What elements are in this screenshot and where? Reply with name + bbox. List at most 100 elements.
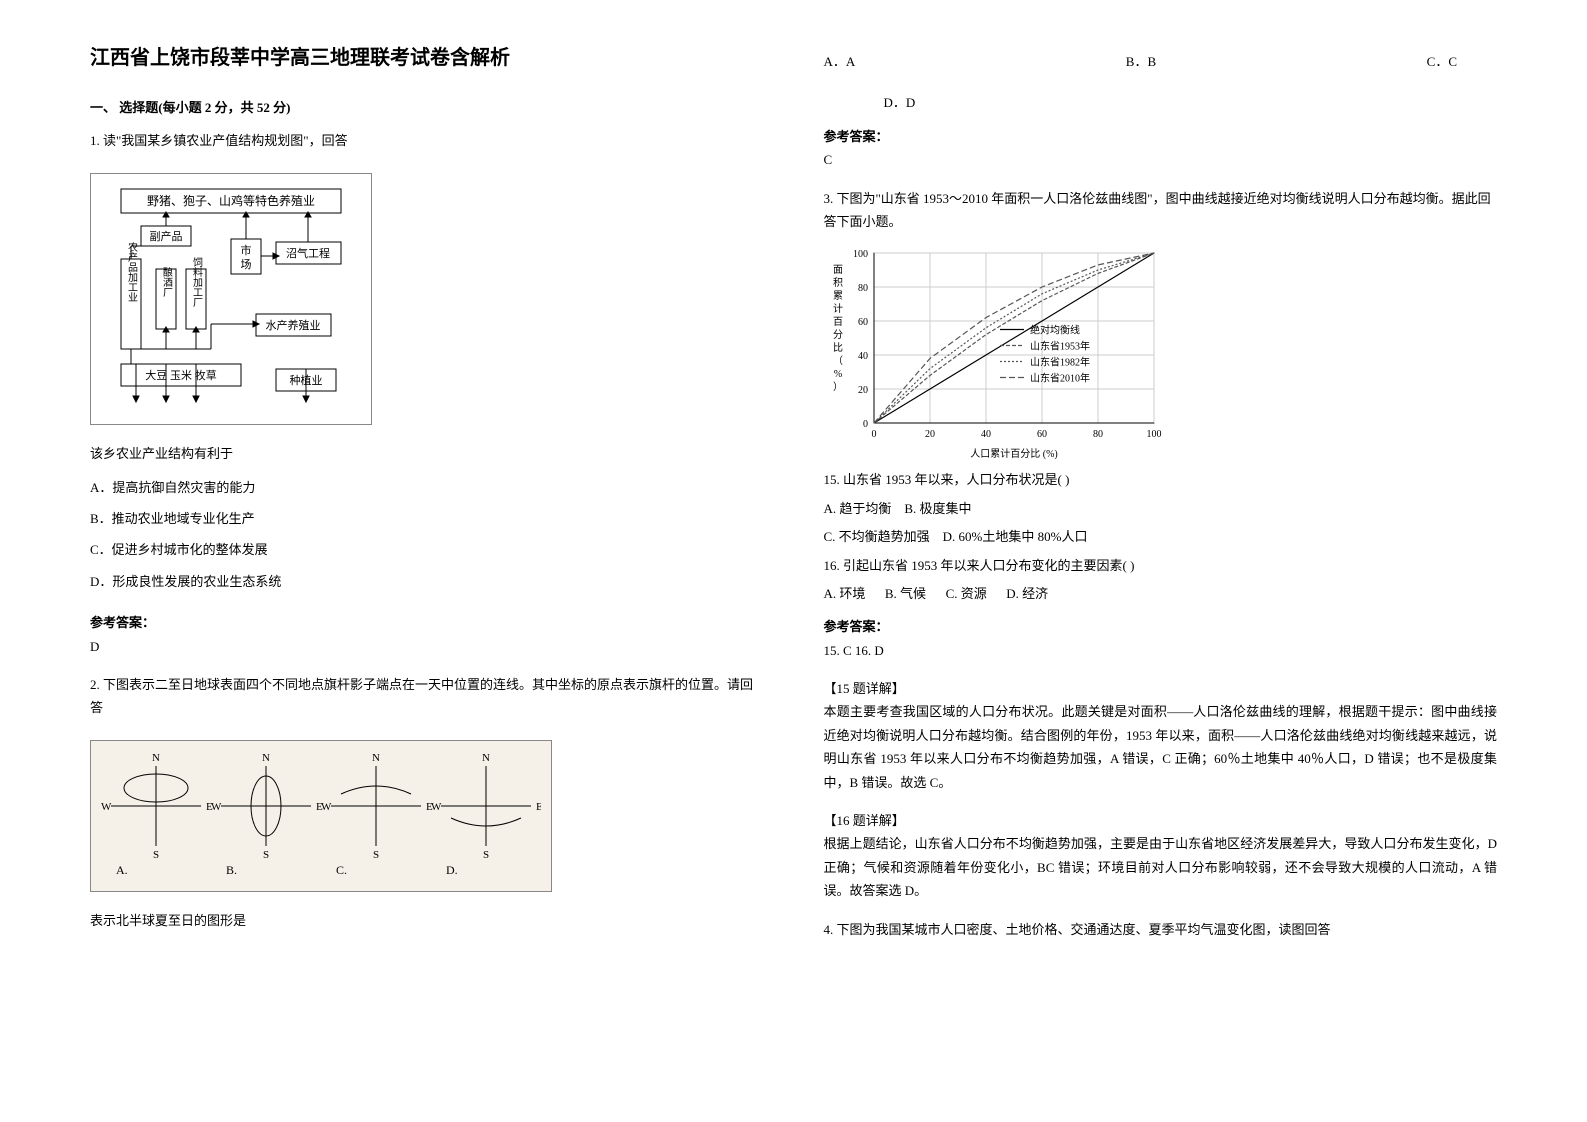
svg-text:N: N xyxy=(152,752,160,764)
svg-text:100: 100 xyxy=(853,249,868,260)
q2-diagram-svg: N S E W A. N S E W B. xyxy=(101,751,541,881)
q16-option-b: B. 气候 xyxy=(885,586,926,601)
svg-text:积: 积 xyxy=(833,277,843,289)
svg-text:S: S xyxy=(373,849,379,861)
svg-text:野猪、狍子、山鸡等特色养殖业: 野猪、狍子、山鸡等特色养殖业 xyxy=(147,193,315,208)
q15-option-c: C. 不均衡趋势加强 xyxy=(824,529,930,544)
svg-text:S: S xyxy=(483,849,489,861)
q4-text: 4. 下图为我国某城市人口密度、土地价格、交通通达度、夏季平均气温变化图，读图回… xyxy=(824,918,1498,941)
svg-text:分: 分 xyxy=(833,329,843,341)
q16-option-d: D. 经济 xyxy=(1006,586,1048,601)
svg-text:计: 计 xyxy=(833,302,843,315)
q16-option-a: A. 环境 xyxy=(824,586,866,601)
svg-text:百: 百 xyxy=(833,316,843,328)
svg-text:W: W xyxy=(211,801,222,813)
svg-text:80: 80 xyxy=(858,283,868,294)
page-title: 江西省上饶市段莘中学高三地理联考试卷含解析 xyxy=(90,40,764,76)
q15-options-row2: C. 不均衡趋势加强 D. 60%土地集中 80%人口 xyxy=(824,525,1498,548)
svg-text:场: 场 xyxy=(241,257,252,271)
q1-text: 1. 读"我国某乡镇农业产值结构规划图"，回答 xyxy=(90,129,764,152)
svg-text:S: S xyxy=(263,849,269,861)
section-1-header: 一、 选择题(每小题 2 分，共 52 分) xyxy=(90,96,764,119)
svg-text:W: W xyxy=(321,801,332,813)
q16-explanation: 根据上题结论，山东省人口分布不均衡趋势加强，主要是由于山东省地区经济发展差异大，… xyxy=(824,832,1498,902)
svg-text:A.: A. xyxy=(116,863,128,877)
svg-text:N: N xyxy=(482,752,490,764)
svg-text:20: 20 xyxy=(858,385,868,396)
svg-text:60: 60 xyxy=(1037,429,1047,440)
svg-text:40: 40 xyxy=(858,351,868,362)
q3-answer-label: 参考答案： xyxy=(824,615,1498,638)
q2-options: A．A B．B C．C xyxy=(824,50,1498,81)
question-1: 1. 读"我国某乡镇农业产值结构规划图"，回答 野猪、狍子、山鸡等特色养殖业 副… xyxy=(90,129,764,658)
svg-text:N: N xyxy=(262,752,270,764)
svg-text:40: 40 xyxy=(981,429,991,440)
svg-text:100: 100 xyxy=(1146,429,1161,440)
q16-text: 16. 引起山东省 1953 年以来人口分布变化的主要因素( ) xyxy=(824,554,1498,577)
q15-explanation: 本题主要考查我国区域的人口分布状况。此题关键是对面积——人口洛伦兹曲线的理解，根… xyxy=(824,700,1498,794)
q1-answer-label: 参考答案： xyxy=(90,611,764,634)
svg-text:E: E xyxy=(536,801,541,813)
svg-text:饲料加工厂: 饲料加工厂 xyxy=(191,256,203,308)
svg-text:（: （ xyxy=(833,355,843,367)
q2-text: 2. 下图表示二至日地球表面四个不同地点旗杆影子端点在一天中位置的连线。其中坐标… xyxy=(90,673,764,720)
q16-option-c: C. 资源 xyxy=(946,586,987,601)
q2-option-d: D．D xyxy=(884,91,1458,114)
question-4: 4. 下图为我国某城市人口密度、土地价格、交通通达度、夏季平均气温变化图，读图回… xyxy=(824,918,1498,941)
question-2: 2. 下图表示二至日地球表面四个不同地点旗杆影子端点在一天中位置的连线。其中坐标… xyxy=(90,673,764,933)
q1-diagram-svg: 野猪、狍子、山鸡等特色养殖业 副产品 市 场 沼气工程 农产品加工业 酿酒厂 饲… xyxy=(101,184,361,414)
q3-chart: 020406080100020406080100绝对均衡线山东省1953年山东省… xyxy=(824,243,1498,463)
svg-text:C.: C. xyxy=(336,863,347,877)
svg-text:酿酒厂: 酿酒厂 xyxy=(161,266,173,298)
svg-text:B.: B. xyxy=(226,863,237,877)
q1-figure: 野猪、狍子、山鸡等特色养殖业 副产品 市 场 沼气工程 农产品加工业 酿酒厂 饲… xyxy=(90,173,372,425)
svg-text:W: W xyxy=(431,801,442,813)
svg-text:沼气工程: 沼气工程 xyxy=(286,246,330,260)
svg-text:S: S xyxy=(153,849,159,861)
q2-stem2: 表示北半球夏至日的图形是 xyxy=(90,909,764,932)
q1-stem2: 该乡农业产业结构有利于 xyxy=(90,442,764,465)
svg-text:大豆 玉米 牧草: 大豆 玉米 牧草 xyxy=(145,368,217,382)
svg-text:W: W xyxy=(101,801,112,813)
right-column: A．A B．B C．C D．D 参考答案： C 3. 下图为"山东省 1953～… xyxy=(794,40,1528,956)
q15-exp-label: 【15 题详解】 xyxy=(824,677,1498,700)
svg-text:%: % xyxy=(833,369,841,380)
left-column: 江西省上饶市段莘中学高三地理联考试卷含解析 一、 选择题(每小题 2 分，共 5… xyxy=(60,40,794,956)
q2-option-c: C．C xyxy=(1427,50,1457,73)
q15-option-b: B. 极度集中 xyxy=(904,501,971,516)
svg-text:）: ） xyxy=(833,381,843,393)
svg-text:面: 面 xyxy=(833,265,843,276)
q3-text: 3. 下图为"山东省 1953～2010 年面积一人口洛伦兹曲线图"，图中曲线越… xyxy=(824,187,1498,234)
q1-option-c: C．促进乡村城市化的整体发展 xyxy=(90,538,393,561)
svg-text:累: 累 xyxy=(833,290,843,302)
q2-figure: N S E W A. N S E W B. xyxy=(90,740,552,892)
svg-text:比: 比 xyxy=(833,342,843,354)
svg-text:60: 60 xyxy=(858,317,868,328)
svg-text:副产品: 副产品 xyxy=(150,229,183,243)
svg-text:人口累计百分比 (%): 人口累计百分比 (%) xyxy=(970,447,1058,460)
q1-option-d: D．形成良性发展的农业生态系统 xyxy=(90,570,393,593)
q3-answer: 15. C 16. D xyxy=(824,639,1498,662)
q15-option-d: D. 60%土地集中 80%人口 xyxy=(943,529,1088,544)
q1-option-b: B．推动农业地域专业化生产 xyxy=(90,507,393,530)
question-3: 3. 下图为"山东省 1953～2010 年面积一人口洛伦兹曲线图"，图中曲线越… xyxy=(824,187,1498,903)
svg-text:20: 20 xyxy=(925,429,935,440)
svg-text:D.: D. xyxy=(446,863,458,877)
svg-text:山东省1953年: 山东省1953年 xyxy=(1030,340,1090,353)
q1-answer: D xyxy=(90,635,764,658)
q15-text: 15. 山东省 1953 年以来，人口分布状况是( ) xyxy=(824,468,1498,491)
svg-text:N: N xyxy=(372,752,380,764)
lorenz-chart-svg: 020406080100020406080100绝对均衡线山东省1953年山东省… xyxy=(824,243,1164,463)
q1-options: A．提高抗御自然灾害的能力 B．推动农业地域专业化生产 C．促进乡村城市化的整体… xyxy=(90,476,764,602)
q15-option-a: A. 趋于均衡 xyxy=(824,501,892,516)
svg-text:水产养殖业: 水产养殖业 xyxy=(266,318,321,332)
q16-exp-label: 【16 题详解】 xyxy=(824,809,1498,832)
q2-option-a: A．A xyxy=(824,50,856,73)
svg-text:山东省1982年: 山东省1982年 xyxy=(1030,356,1090,369)
svg-text:山东省2010年: 山东省2010年 xyxy=(1030,372,1090,385)
q2-answer-label: 参考答案： xyxy=(824,125,1498,148)
svg-text:绝对均衡线: 绝对均衡线 xyxy=(1030,324,1080,337)
svg-text:80: 80 xyxy=(1093,429,1103,440)
svg-text:0: 0 xyxy=(863,419,868,430)
q2-answer: C xyxy=(824,148,1498,171)
